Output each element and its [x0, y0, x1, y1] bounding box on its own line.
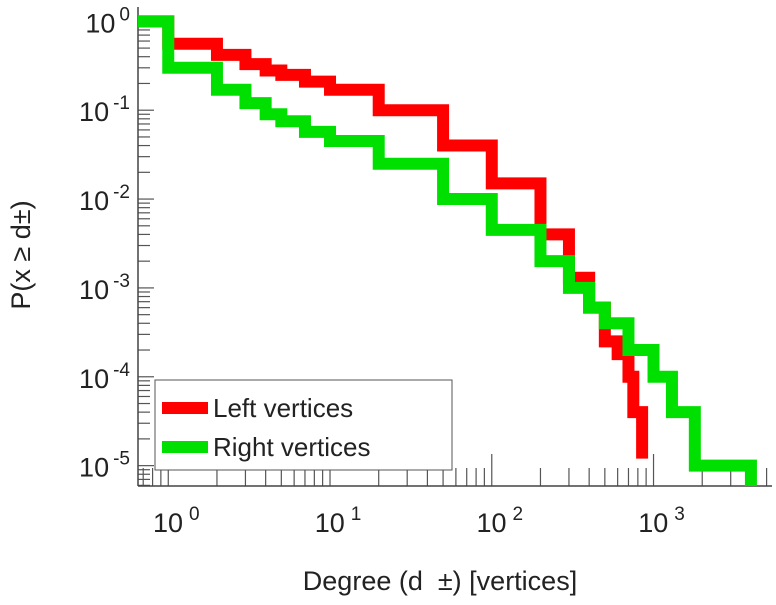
tick-labels: 10 0 10 -1 10 -2 10 -3 10 -4 10 -5 10 0 10 1 10 2 10 3	[79, 4, 685, 538]
y-tick-label: 10 -1	[79, 93, 130, 127]
x-tick-label: 10 0	[153, 504, 200, 538]
y-axis-label: P(x ≥ d±)	[6, 200, 36, 309]
x-axis-label: Degree (d ±) [vertices]	[303, 566, 577, 596]
series-line-right-vertices	[138, 15, 757, 486]
x-tick-label: 10 2	[476, 504, 523, 538]
x-tick-label: 10 3	[638, 504, 685, 538]
series-line-left-vertices	[138, 15, 649, 459]
legend-label-right: Right vertices	[213, 432, 371, 462]
series-group	[138, 15, 757, 486]
x-tick-label: 10 1	[315, 504, 362, 538]
legend-label-left: Left vertices	[213, 393, 353, 423]
legend-box	[154, 379, 453, 471]
y-tick-label: 10 -4	[79, 360, 130, 394]
y-tick-label: 10 -2	[79, 182, 130, 216]
y-tick-label: 10 0	[85, 4, 130, 38]
y-tick-label: 10 -5	[79, 449, 130, 483]
legend: Left vertices Right vertices	[154, 379, 453, 471]
y-tick-label: 10 -3	[79, 271, 130, 305]
